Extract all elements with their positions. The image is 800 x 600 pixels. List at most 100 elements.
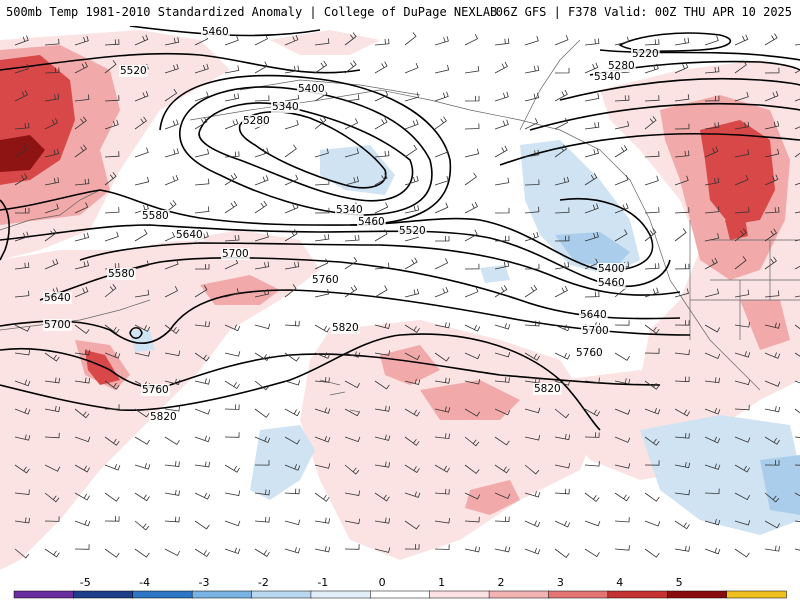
wind-barb [794,324,800,330]
wind-barb [584,122,600,130]
wind-barb [224,258,239,270]
wind-barb [494,323,511,330]
wind-barb [554,118,569,130]
positive-anomaly-core [700,120,775,225]
contour-label: 5400 [298,83,325,95]
wind-barb [464,352,481,360]
wind-barb [644,151,660,158]
wind-barb [794,126,800,130]
wind-barb [464,436,480,447]
wind-barb [254,61,268,74]
wind-barb [254,408,270,418]
wind-barb [494,516,510,523]
wind-barb [614,203,629,214]
wind-barb [464,229,478,242]
wind-barb [704,206,720,214]
wind-barb [674,263,690,270]
wind-barb [614,121,630,130]
wind-barb [344,284,358,298]
wind-barb [434,322,451,329]
wind-barb [14,324,31,332]
wind-barb [404,378,421,385]
wind-barb [794,408,800,414]
wind-barb [164,406,180,412]
colorbar-tick-label: 0 [379,576,386,589]
wind-barb [194,148,210,158]
wind-barb [734,149,750,158]
wind-barb [674,288,689,298]
wind-barb [494,546,511,553]
wind-barb [344,544,360,550]
positive-anomaly-core [85,350,120,385]
colorbar-swatch [429,590,490,599]
header-bar: 500mb Temp 1981-2010 Standardized Anomal… [0,0,800,26]
wind-barb [224,119,239,130]
positive-anomaly-region [0,230,320,570]
wind-barb [674,489,690,496]
wind-barb [104,516,120,522]
map-title: 500mb Temp 1981-2010 Standardized Anomal… [6,5,498,19]
wind-barb [314,38,330,46]
wind-barb [194,285,208,298]
wind-barb [104,380,120,390]
wind-barb [314,324,330,333]
wind-barb [74,144,87,158]
wind-barb [284,261,300,270]
wind-barb [794,69,800,74]
wind-barb [704,324,721,333]
wind-barb [14,35,29,46]
wind-barb [674,462,691,469]
wind-barb [14,464,30,474]
wind-barb [404,288,420,298]
wind-barb [434,202,449,214]
wind-barb [14,489,30,495]
wind-barb [134,492,150,502]
wind-barb [764,520,781,529]
wind-barb [404,436,420,446]
wind-barb [134,91,149,102]
wind-barb [464,201,478,214]
wind-barb [254,380,270,391]
wind-barb [74,377,90,384]
wind-barb [194,435,211,443]
wind-barb [14,434,31,441]
wind-barb [524,407,541,414]
wind-barb [284,65,300,74]
contour-line [179,86,433,216]
wind-barb [584,93,600,102]
wind-barb [734,228,747,242]
wind-barb [344,256,358,270]
wind-barb [74,61,88,74]
wind-barb [614,229,628,242]
wind-barb [704,407,721,415]
wind-barb [254,200,268,214]
wind-barb [314,517,330,524]
wind-barb [404,491,421,498]
wind-barb [14,122,30,130]
contour-label-group: 5460 5520 5400 5340 5280 5220 5280 5340 … [43,26,660,423]
wind-barb [674,376,690,383]
wind-barb [644,436,660,446]
wind-barb [524,206,540,214]
colorbar-tick-label: 2 [497,576,504,589]
wind-barb [644,228,657,242]
wind-barb [134,147,149,158]
wind-barb [524,320,540,327]
wind-barb [404,62,419,74]
wind-barb [554,488,570,495]
wind-barb [164,436,180,446]
wind-barb [14,290,30,298]
wind-barb [254,548,270,557]
wind-barb [314,179,330,186]
wind-barb [734,206,750,214]
contour-label: 5520 [120,65,147,77]
colorbar-swatch [488,590,550,599]
wind-barb [704,122,720,130]
wind-barb [434,175,449,186]
wind-barb [254,34,269,46]
wind-barb [194,117,208,130]
wind-barb [704,547,721,555]
wind-barb [404,544,420,550]
wind-barb [104,172,117,186]
wind-barb [494,285,508,298]
